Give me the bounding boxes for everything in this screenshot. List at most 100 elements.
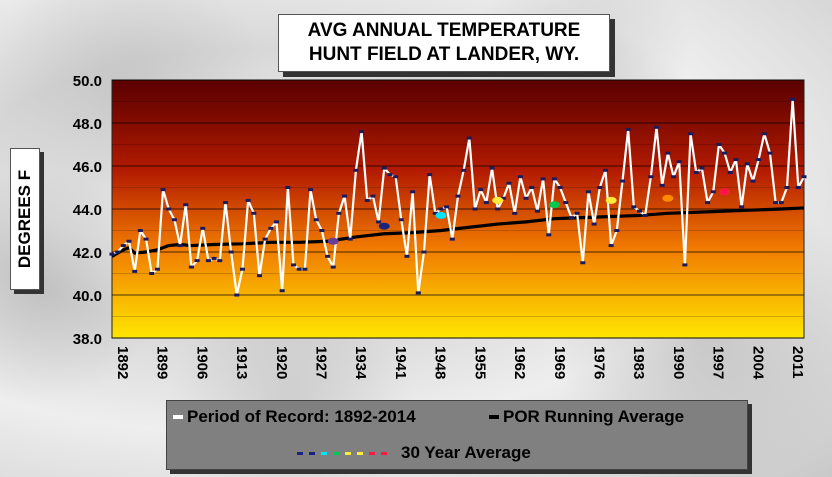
legend-item-running: POR Running Average [489, 407, 684, 427]
annual-temperature-point [239, 267, 245, 271]
annual-temperature-point [614, 229, 620, 232]
annual-temperature-point [364, 198, 370, 202]
chart-title-box: AVG ANNUAL TEMPERATURE HUNT FIELD AT LAN… [278, 14, 610, 72]
x-tick-label: 1934 [352, 346, 369, 380]
annual-temperature-point [359, 130, 365, 134]
annual-temperature-point [217, 259, 223, 263]
annual-temperature-point [795, 186, 801, 189]
annual-temperature-point [733, 158, 739, 162]
annual-temperature-point [393, 175, 399, 179]
annual-temperature-point [109, 252, 115, 256]
annual-temperature-point [381, 166, 387, 170]
annual-temperature-point [671, 175, 677, 179]
y-tick-label: 38.0 [73, 331, 102, 348]
annual-temperature-point [285, 186, 291, 189]
annual-temperature-point [478, 188, 484, 192]
annual-temperature-point [115, 250, 121, 254]
x-tick-label: 2004 [749, 346, 766, 380]
annual-temperature-point [166, 207, 172, 211]
annual-temperature-point [455, 194, 461, 198]
annual-temperature-point [517, 175, 523, 179]
legend-black-dash [489, 415, 499, 419]
annual-temperature-point [716, 143, 722, 146]
x-tick-label: 1892 [114, 346, 131, 379]
annual-temperature-point [387, 173, 393, 177]
annual-temperature-point [580, 261, 586, 265]
annual-temperature-point [444, 205, 450, 209]
annual-temperature-point [512, 211, 518, 215]
annual-temperature-point [688, 132, 694, 136]
annual-temperature-point [149, 272, 155, 275]
legend-running-label: POR Running Average [503, 407, 685, 426]
annual-temperature-point [432, 211, 438, 215]
thirty-year-average-point [548, 201, 560, 209]
annual-temperature-point [693, 170, 699, 174]
annual-temperature-point [682, 263, 688, 267]
annual-temperature-point [744, 162, 750, 166]
legend-item-thirty: 30 Year Average [297, 443, 531, 463]
x-tick-label: 1948 [432, 346, 449, 379]
annual-temperature-point [591, 222, 597, 226]
annual-temperature-point [336, 211, 342, 215]
annual-temperature-point [177, 244, 183, 248]
annual-temperature-point [291, 263, 297, 267]
annual-temperature-point [415, 291, 421, 295]
annual-temperature-series [109, 97, 807, 297]
annual-temperature-point [183, 203, 189, 207]
annual-temperature-point [132, 269, 138, 273]
thirty-year-average-point [662, 194, 674, 202]
annual-temperature-point [160, 188, 166, 192]
legend-dot [369, 451, 375, 455]
y-tick-label: 50.0 [73, 73, 102, 90]
annual-temperature-point [347, 237, 353, 241]
annual-temperature-point [563, 201, 569, 205]
annual-temperature-point [597, 186, 603, 189]
annual-temperature-point [750, 179, 756, 183]
legend-period-label: Period of Record: 1892-2014 [187, 407, 416, 426]
y-axis-label-box: DEGREES F [10, 148, 40, 290]
annual-temperature-point [404, 254, 410, 258]
annual-temperature-point [506, 181, 512, 185]
annual-temperature-point [251, 211, 257, 215]
annual-temperature-point [784, 186, 790, 189]
annual-temperature-point [654, 125, 660, 129]
legend-thirty-label: 30 Year Average [401, 443, 531, 462]
annual-temperature-point [534, 209, 540, 213]
chart-title-line-1: AVG ANNUAL TEMPERATURE [307, 20, 581, 41]
annual-temperature-point [608, 244, 614, 248]
annual-temperature-point [739, 205, 745, 209]
annual-temperature-point [279, 289, 285, 293]
annual-temperature-point [722, 151, 728, 155]
annual-temperature-point [256, 274, 262, 278]
annual-temperature-point [319, 229, 325, 232]
annual-temperature-point [205, 259, 211, 263]
annual-temperature-point [523, 196, 529, 200]
annual-temperature-point [410, 190, 416, 194]
thirty-year-average-point [378, 222, 390, 230]
annual-temperature-point [648, 175, 654, 179]
x-tick-label: 1955 [471, 346, 488, 379]
annual-temperature-point [308, 188, 314, 192]
x-tick-label: 1927 [313, 346, 330, 379]
legend-dot [381, 451, 387, 455]
annual-temperature-point [637, 209, 643, 213]
annual-temperature-point [472, 207, 478, 211]
x-tick-label: 1997 [710, 346, 727, 379]
annual-temperature-point [353, 168, 359, 172]
annual-temperature-point [551, 177, 557, 181]
annual-temperature-point [188, 265, 194, 269]
annual-temperature-point [801, 175, 807, 179]
annual-temperature-point [342, 194, 348, 198]
legend-colored-dots [297, 451, 387, 455]
legend-dot [345, 451, 351, 455]
x-tick-label: 1906 [193, 346, 210, 379]
annual-temperature-point [625, 127, 631, 131]
annual-temperature-point [461, 168, 467, 172]
legend-item-period: Period of Record: 1892-2014 [173, 407, 416, 427]
y-tick-label: 44.0 [73, 202, 102, 219]
annual-temperature-point [273, 220, 279, 224]
annual-temperature-point [761, 132, 767, 136]
legend: Period of Record: 1892-2014 POR Running … [166, 400, 748, 470]
annual-temperature-point [790, 97, 796, 101]
annual-temperature-point [495, 207, 501, 211]
